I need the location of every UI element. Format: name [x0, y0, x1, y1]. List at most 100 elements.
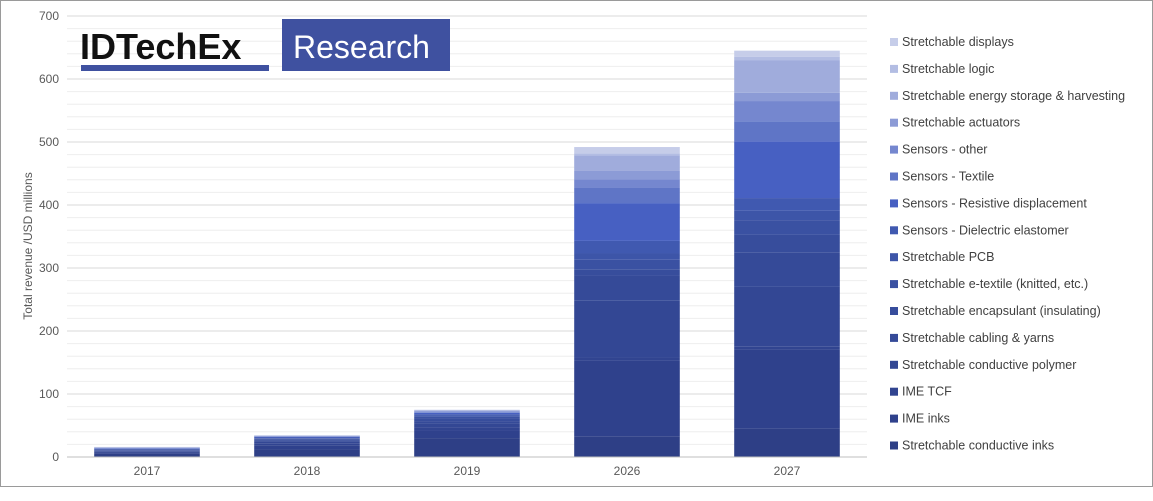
legend-swatch — [890, 226, 898, 235]
bar-segment — [94, 451, 200, 452]
bar-segment — [414, 416, 520, 419]
idtechex-logo: IDTechEx Research — [80, 19, 450, 71]
axes: 0 100 200 300 400 500 600 700 2017 2018 2019 2026 20… — [39, 9, 867, 478]
legend-swatch — [890, 307, 898, 315]
bar-segment — [414, 423, 520, 428]
bar-segment — [574, 203, 680, 241]
bar-segment — [254, 436, 360, 438]
bar-segment — [254, 441, 360, 444]
bar-segment — [574, 300, 680, 358]
bar-segment — [574, 240, 680, 254]
legend-swatch — [890, 387, 898, 396]
bar-segment — [734, 121, 840, 142]
bar-segment — [414, 418, 520, 422]
bar-segment — [94, 450, 200, 452]
bar-segment — [414, 412, 520, 413]
bar-segment — [574, 153, 680, 156]
bar-segment — [574, 179, 680, 188]
bar-segment — [734, 349, 840, 429]
x-tick-label: 2017 — [134, 464, 161, 478]
y-tick-label: 400 — [39, 198, 59, 212]
legend-label: Sensors - Resistive displacement — [902, 196, 1087, 210]
legend-swatch — [890, 172, 898, 181]
bar-segment — [414, 438, 520, 457]
bar-segment — [734, 234, 840, 253]
legend: Stretchable displays Stretchable logic Str… — [890, 35, 1125, 453]
bar-segment — [574, 360, 680, 437]
legend-swatch — [890, 118, 898, 127]
legend-label: Stretchable e-textile (knitted, etc.) — [902, 277, 1088, 291]
bar-segment — [574, 187, 680, 204]
chart-frame: 0 100 200 300 400 500 600 700 2017 2018 2019 2026 20… — [0, 0, 1153, 487]
legend-label: IME inks — [902, 412, 950, 426]
bar-segment — [734, 198, 840, 211]
bars — [94, 50, 840, 457]
bar-segment — [734, 92, 840, 102]
x-tick-label: 2026 — [614, 464, 641, 478]
legend-label: Stretchable conductive inks — [902, 439, 1054, 453]
bar-segment — [734, 60, 840, 93]
logo-research-box — [282, 19, 450, 71]
bar-segment — [574, 357, 680, 361]
legend-swatch — [890, 38, 898, 46]
legend-label: Stretchable encapsulant (insulating) — [902, 304, 1101, 318]
y-axis-title: Total revenue /USD millions — [21, 172, 35, 319]
bar-segment — [254, 439, 360, 441]
legend-label: Sensors - Dielectric elastomer — [902, 223, 1069, 237]
legend-swatch — [890, 145, 898, 154]
logo-underline — [81, 65, 269, 71]
bar-segment — [254, 438, 360, 439]
bar-segment — [414, 412, 520, 415]
x-tick-label: 2027 — [774, 464, 801, 478]
legend-label: Stretchable displays — [902, 35, 1014, 49]
bar-segment — [414, 415, 520, 417]
bar-segment — [254, 445, 360, 450]
legend-label: Sensors - Textile — [902, 170, 994, 184]
chart-canvas: 0 100 200 300 400 500 600 700 2017 2018 2019 2026 20… — [21, 9, 1125, 478]
bar-segment — [734, 50, 840, 57]
legend-swatch — [890, 280, 898, 289]
legend-swatch — [890, 333, 898, 342]
gridlines — [67, 15, 867, 458]
bar-segment — [574, 275, 680, 301]
legend-label: Stretchable actuators — [902, 116, 1020, 130]
bar-segment — [94, 450, 200, 451]
bar-segment — [94, 451, 200, 453]
bar-segment — [94, 453, 200, 457]
legend-swatch — [890, 414, 898, 423]
legend-swatch — [890, 91, 898, 100]
bar-segment — [414, 421, 520, 424]
legend-swatch — [890, 253, 898, 262]
y-tick-label: 300 — [39, 261, 59, 275]
bar-segment — [574, 170, 680, 180]
legend-swatch — [890, 441, 898, 450]
bar-segment — [574, 259, 680, 270]
bar-segment — [574, 436, 680, 457]
bar-segment — [414, 414, 520, 416]
bar-segment — [734, 101, 840, 122]
legend-label: Stretchable PCB — [902, 250, 994, 264]
bar-segment — [254, 437, 360, 439]
y-tick-label: 700 — [39, 9, 59, 23]
y-tick-label: 200 — [39, 324, 59, 338]
y-tick-label: 600 — [39, 72, 59, 86]
legend-swatch — [890, 199, 898, 208]
bar-segment — [414, 430, 520, 439]
legend-swatch — [890, 64, 898, 73]
y-tick-label: 0 — [52, 450, 59, 464]
bar-segment — [734, 141, 840, 199]
y-tick-label: 100 — [39, 387, 59, 401]
legend-label: Stretchable energy storage & harvesting — [902, 89, 1125, 103]
logo-brand-text: IDTechEx — [80, 26, 241, 67]
y-tick-label: 500 — [39, 135, 59, 149]
bar-segment — [94, 449, 200, 451]
bar-segment — [254, 440, 360, 442]
legend-label: Stretchable conductive polymer — [902, 358, 1076, 372]
bar-segment — [414, 427, 520, 431]
bar-segment — [574, 253, 680, 260]
bar-segment — [574, 269, 680, 276]
bar-segment — [414, 411, 520, 413]
bar-segment — [414, 411, 520, 412]
legend-label: Sensors - other — [902, 143, 987, 157]
bar-segment — [734, 286, 840, 347]
